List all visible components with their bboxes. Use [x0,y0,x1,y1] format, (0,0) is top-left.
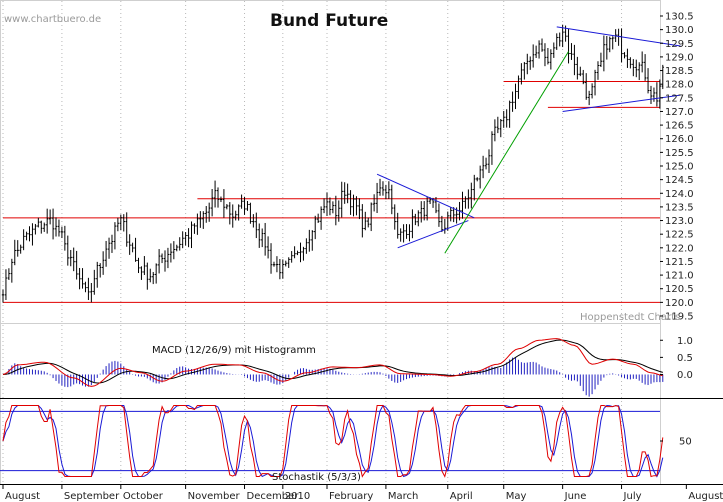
month-label: August [688,491,723,502]
price-axis-label: 123.0 [665,216,694,227]
month-label: March [388,491,418,502]
month-label: September [64,491,120,502]
price-axis-label: 126.0 [665,134,694,145]
price-axis-label: 126.5 [665,121,694,132]
trend-line [397,220,469,249]
price-axis-label: 127.0 [665,107,694,118]
price-axis-label: 121.0 [665,271,694,282]
support-resistance-lines [3,80,660,303]
price-axis-label: 120.5 [665,284,694,295]
price-panel-frame [0,0,661,324]
chart-title: Bund Future [270,11,388,31]
macd-line [2,338,663,387]
month-label: July [623,491,642,502]
price-axis-label: 125.5 [665,148,694,159]
macd-signal-line [2,339,663,384]
watermark: www.chartbuero.de [4,14,101,25]
stochastic-indicator [0,404,664,478]
trend-line [376,173,475,219]
price-axis-label: 129.5 [665,39,694,50]
price-axis-label: 120.0 [665,298,694,309]
trend-line [556,26,681,47]
price-axis-label: 122.0 [665,243,694,254]
macd-axis-label: 0.5 [677,353,693,364]
price-axis-label: 124.5 [665,175,694,186]
month-gridlines [2,1,687,489]
price-axis-label: 130.5 [665,12,694,23]
trend-line [444,51,569,254]
price-axis-label: 121.5 [665,257,694,268]
price-axis-label: 125.0 [665,162,694,173]
price-axis-label: 128.5 [665,66,694,77]
price-axis-label: 123.5 [665,202,694,213]
price-axis-label: 124.0 [665,189,694,200]
month-label: April [450,491,473,502]
month-label: October [123,491,164,502]
macd-label: MACD (12/26/9) mit Histogramm [152,345,316,356]
month-label: June [564,491,587,502]
month-label: November [188,491,241,502]
price-axis-label: 122.5 [665,230,694,241]
price-axis-label: 119.5 [665,312,694,323]
price-axis-label: 128.0 [665,80,694,91]
stochastic-label: Stochastik (5/3/3) [272,472,361,483]
macd-axis-label: 1.0 [677,336,693,347]
stochastic-axis-label: 50 [679,437,692,448]
price-axis-label: 130.0 [665,25,694,36]
macd-panel-frame [0,323,661,399]
macd-indicator [2,338,664,397]
trend-lines [376,26,681,254]
month-label: May [506,491,527,502]
stochastic-k-line [2,404,664,478]
price-axis: 119.5 120.0 120.5 121.0 121.5 122.0 122.5 123.0… [660,12,694,323]
month-labels: August September October November December20… [5,491,723,502]
month-label: August [5,491,40,502]
month-label: 2010 [285,491,310,502]
month-label: December [247,491,300,502]
price-bars [1,24,664,303]
credit-label: Hoppenstedt Charts [580,312,680,323]
macd-axis-label: 0.0 [677,370,693,381]
stochastic-axis: 50 [660,437,692,448]
stochastic-d-line [2,404,664,478]
macd-axis: 0.0 0.5 1.0 [660,336,693,381]
price-axis-label: 127.5 [665,93,694,104]
month-label: February [329,491,373,502]
price-axis-label: 129.0 [665,52,694,63]
